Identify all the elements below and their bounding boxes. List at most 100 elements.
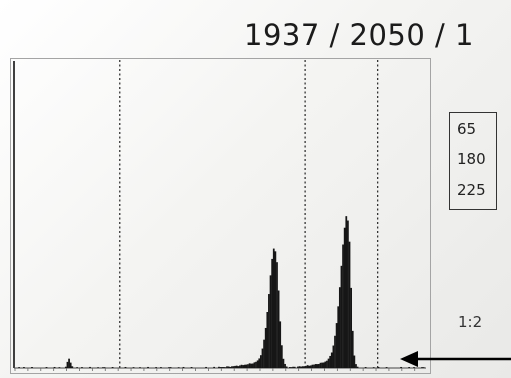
histogram-bar [306,365,309,368]
histogram-bar [266,311,269,368]
histogram-bar [321,362,323,368]
histogram-bar [111,367,114,368]
histogram-bar [229,366,232,368]
histogram-bar [76,367,79,368]
legend-value: 180 [457,150,486,168]
histogram-bar [239,365,241,368]
histogram-bar [255,361,257,368]
histogram-bar [408,367,411,368]
event-counter: 1937 / 2050 / 1 [244,18,474,52]
histogram-bar [309,365,312,368]
histogram-bar [18,367,20,368]
histogram-bar [256,360,259,368]
histogram-bar [319,362,322,368]
histogram-bar [340,265,343,368]
histogram-bar [338,287,341,368]
histogram-bar [182,366,185,368]
histogram-bar [300,366,303,368]
legend-value: 225 [457,181,486,199]
histogram-bar [218,366,220,368]
histogram-bar [64,366,67,368]
histogram-bar [329,355,332,368]
histogram-bar [234,365,236,368]
histogram-bar [23,367,25,368]
histogram-bar [53,366,56,368]
histogram-bar [259,355,262,368]
histogram-bar [251,363,254,368]
histogram-bar [284,363,286,368]
histogram-bar [71,366,74,368]
histogram-bar [355,364,357,368]
histogram-bar [351,330,354,368]
histogram-bar [102,367,104,368]
histogram-bar [221,367,224,368]
histogram-bar [280,345,283,368]
histogram-bar [326,360,328,368]
histogram-bar [263,339,265,368]
histogram-bar [147,366,149,368]
histogram-bar [124,366,127,368]
histogram-bar [139,367,141,368]
histogram-bars [18,216,425,368]
histogram-bar [69,362,72,368]
histogram-bar [413,367,415,368]
ratio-label: 1:2 [458,313,483,331]
histogram-bar [292,366,294,368]
gate-marker-lines [119,60,379,368]
histogram-bar [314,364,317,368]
histogram-bar [237,366,240,368]
histogram-bar [385,367,388,368]
histogram-bar [226,366,228,368]
histogram-bar [276,262,278,368]
histogram-bar [168,367,170,368]
histogram-bar [222,367,225,368]
histogram-bar [68,358,70,368]
histogram-bar [227,366,230,368]
histogram-bar [177,367,180,368]
histogram-bar [224,367,227,368]
histogram-bar [335,323,338,368]
histogram-bar [97,367,99,368]
histogram-bar [285,366,288,368]
histogram-bar [332,345,335,368]
histogram-bar [58,367,61,368]
histogram-bar [245,364,248,368]
histogram-bar [190,367,193,368]
histogram-bar [316,364,319,368]
histogram-bar [305,365,307,368]
histogram-bar [330,352,333,368]
histogram-bar [334,335,336,368]
histogram-plot [10,58,431,374]
histogram-bar [422,367,425,368]
histogram-bar [103,367,106,368]
histogram-bar [289,367,291,368]
histogram-bar [45,367,48,368]
histogram-bar [81,367,83,368]
histogram-bar [66,361,69,368]
histogram-bar [356,366,359,368]
histogram-bar [303,366,306,368]
histogram-bar [272,248,275,368]
histogram-bar [293,366,296,368]
histogram-bar [219,367,222,368]
histogram-bar [297,366,299,368]
histogram-bar [290,367,293,368]
histogram-bar [264,327,267,368]
legend-value: 65 [457,120,477,138]
histogram-bar [347,220,349,368]
histogram-bar [279,321,282,368]
histogram-bar [421,367,423,368]
histogram-bar [274,251,277,368]
arrow-left-icon [400,351,511,367]
histogram-bar [160,367,162,368]
histogram-bar [261,348,264,368]
histogram-bar [89,366,91,368]
histogram-bar [253,362,256,368]
histogram-bar [240,364,243,368]
histogram-bar [324,361,327,368]
histogram-bar [277,290,280,368]
histogram-bar [258,358,261,368]
histogram-bar [213,366,216,368]
histogram-bar [400,366,402,368]
histogram-bar [348,241,351,368]
